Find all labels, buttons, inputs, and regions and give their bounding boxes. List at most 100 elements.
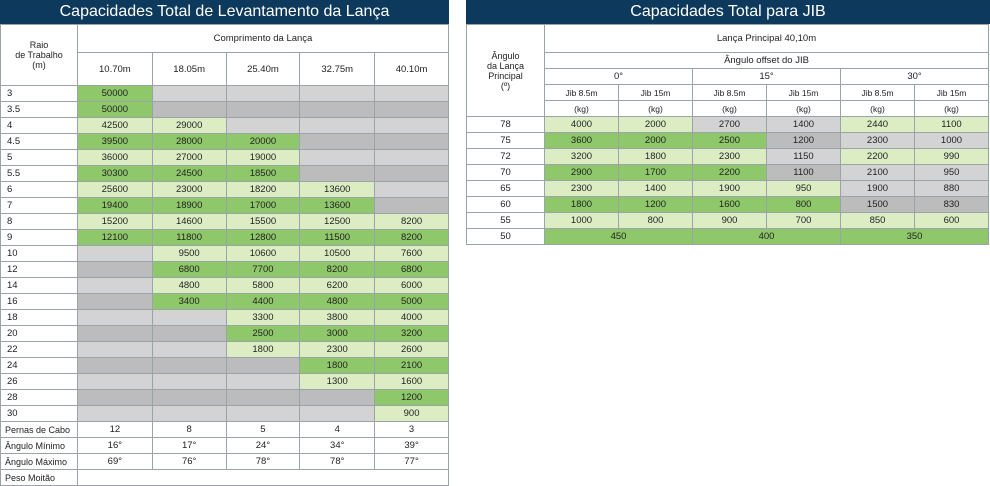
capacity-cell: 6800 <box>151 261 227 278</box>
radius-value: 16 <box>0 293 78 310</box>
capacity-cell: 8200 <box>374 229 449 246</box>
boom-length-label: 18.05m <box>151 52 227 86</box>
jib-capacity-cell: 1000 <box>914 132 989 149</box>
jib-capacity-cell: 1150 <box>766 148 841 165</box>
capacity-cell: 19400 <box>76 197 153 214</box>
table-row: 22 1800 2300 2600 <box>0 341 449 358</box>
table-row: 78 4000 2000 2700 1400 2440 1100 <box>466 116 989 133</box>
table-row: 70 2900 1700 2200 1100 2100 950 <box>466 164 989 181</box>
angle-header: Ângulo da Lança Principal (º) <box>466 24 545 117</box>
capacity-cell: 13600 <box>299 197 376 214</box>
capacity-cell: 42500 <box>76 117 153 134</box>
jib-capacity-cell: 2300 <box>692 148 767 165</box>
jib-unit-row: (kg) (kg) (kg) (kg) (kg) (kg) <box>467 100 989 117</box>
radius-value: 9 <box>0 229 78 246</box>
capacity-cell: 20000 <box>225 133 301 150</box>
capacity-cell: 2500 <box>225 325 301 342</box>
boom-length-header: Comprimento da Lança <box>76 24 450 53</box>
unit-label: (kg) <box>544 100 619 117</box>
capacity-cell: 7600 <box>374 245 449 262</box>
boom-capacity-table: Raio de Trabalho (m) Comprimento da Lança 10… <box>0 24 450 486</box>
jib-capacity-cell: 990 <box>914 148 989 165</box>
jib-capacity-cell: 2000 <box>618 132 693 149</box>
jib-capacity-cell: 1600 <box>692 196 767 213</box>
capacity-cell: 6200 <box>299 277 376 294</box>
capacity-cell <box>299 405 376 422</box>
boom-angle-value: 72 <box>466 148 545 165</box>
boom-angle-value: 55 <box>466 212 545 229</box>
capacity-cell: 6000 <box>374 277 449 294</box>
radius-value: 6 <box>0 181 78 198</box>
jib-capacity-cell: 400 <box>692 228 841 245</box>
boom-angle-value: 70 <box>466 164 545 181</box>
capacity-cell: 9500 <box>151 245 227 262</box>
jib-header-row-1: Ângulo da Lança Principal (º) Lança Principa… <box>466 24 989 117</box>
capacity-cell: 29000 <box>151 117 227 134</box>
capacity-cell: 15200 <box>76 213 153 230</box>
table-row: 14 4800 5800 6200 6000 <box>0 277 449 294</box>
offset-header: Ângulo offset do JIB <box>544 52 989 69</box>
jib-capacity-cell: 2700 <box>692 116 767 133</box>
jib-capacity-cell: 1200 <box>618 196 693 213</box>
jib-capacity-cell: 1200 <box>766 132 841 149</box>
radius-value: 18 <box>0 309 78 326</box>
jib-capacity-cell: 1000 <box>544 212 619 229</box>
jib-capacity-cell: 3200 <box>544 148 619 165</box>
capacity-cell: 1600 <box>374 373 449 390</box>
capacity-cell <box>374 149 449 166</box>
capacity-cell <box>76 245 153 262</box>
capacity-cell <box>225 389 301 406</box>
jib-capacity-cell: 950 <box>914 164 989 181</box>
table-row: 12 6800 7700 8200 6800 <box>0 261 449 278</box>
footer-value: 39° <box>374 437 449 454</box>
jib-capacity-panel: Capacidades Total para JIB Ângulo da Lanç… <box>466 0 990 245</box>
jib-capacity-cell: 2000 <box>618 116 693 133</box>
radius-value: 5 <box>0 149 78 166</box>
capacity-cell: 1800 <box>225 341 301 358</box>
jib-capacity-cell: 4000 <box>544 116 619 133</box>
capacity-cell: 3000 <box>299 325 376 342</box>
capacity-cell <box>299 117 376 134</box>
footer-value: 77° <box>374 453 449 470</box>
footer-row: Ângulo Máximo 69° 76° 78° 78° 77° <box>0 453 449 470</box>
jib-capacity-cell: 3600 <box>544 132 619 149</box>
capacity-cell: 19000 <box>225 149 301 166</box>
table-row: 3.5 50000 <box>0 101 449 118</box>
capacity-cell <box>225 85 301 102</box>
capacity-cell: 1300 <box>299 373 376 390</box>
jib-length-label: Jib 15m <box>766 84 841 101</box>
capacity-cell <box>76 309 153 326</box>
boom-angle-value: 78 <box>466 116 545 133</box>
capacity-cell: 17000 <box>225 197 301 214</box>
table-row: 10 9500 10600 10500 7600 <box>0 245 449 262</box>
jib-header-row-2: Ângulo offset do JIB <box>467 52 989 69</box>
jib-length-label: Jib 8.5m <box>692 84 767 101</box>
footer-value: 34° <box>299 437 376 454</box>
boom-header-row: Raio de Trabalho (m) Comprimento da Lança <box>0 24 450 86</box>
jib-capacity-cell: 1900 <box>692 180 767 197</box>
capacity-cell: 27000 <box>151 149 227 166</box>
jib-capacity-cell: 1900 <box>840 180 915 197</box>
footer-value: 17° <box>151 437 227 454</box>
jib-length-label: Jib 15m <box>618 84 693 101</box>
capacity-cell <box>299 85 376 102</box>
radius-value: 28 <box>0 389 78 406</box>
capacity-cell <box>151 405 227 422</box>
radius-value: 24 <box>0 357 78 374</box>
capacity-cell <box>299 389 376 406</box>
jib-capacity-cell: 2900 <box>544 164 619 181</box>
jib-capacity-cell: 2300 <box>840 132 915 149</box>
boom-length-label: 40.10m <box>374 52 449 86</box>
capacity-cell <box>76 405 153 422</box>
capacity-cell: 10500 <box>299 245 376 262</box>
capacity-cell <box>374 133 449 150</box>
boom-angle-value: 60 <box>466 196 545 213</box>
capacity-cell: 28000 <box>151 133 227 150</box>
capacity-cell <box>225 117 301 134</box>
capacity-cell <box>225 357 301 374</box>
capacity-cell <box>225 101 301 118</box>
unit-label: (kg) <box>618 100 693 117</box>
capacity-cell: 50000 <box>76 101 153 118</box>
capacity-cell <box>374 117 449 134</box>
footer-value: 78° <box>225 453 301 470</box>
